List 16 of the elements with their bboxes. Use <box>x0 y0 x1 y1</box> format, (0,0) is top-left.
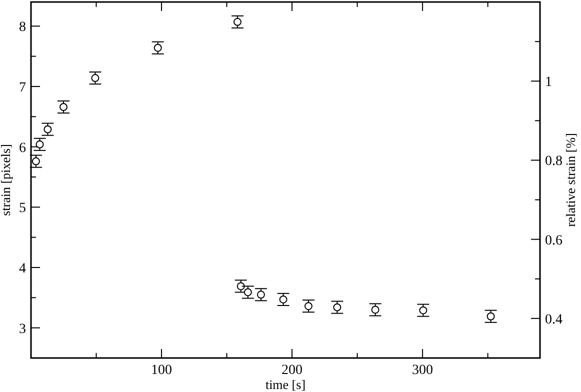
x-tick-label: 300 <box>412 363 434 378</box>
y2-tick-label: 1 <box>545 75 552 90</box>
y-tick-label: 4 <box>19 261 26 276</box>
y-tick-label: 6 <box>19 140 26 156</box>
y-axis-title: strain [pixels] <box>0 144 13 216</box>
y2-tick-label: 0.6 <box>545 233 562 248</box>
y2-tick-label: 0.8 <box>545 154 562 170</box>
y-tick-label: 8 <box>19 20 26 36</box>
y-tick-label: 3 <box>19 322 26 337</box>
x-tick-label: 100 <box>151 363 172 378</box>
y-tick-label: 5 <box>19 201 26 216</box>
y-tick-label: 7 <box>19 80 26 96</box>
y2-axis-title: relative strain [%] <box>563 133 578 227</box>
x-tick-label: 200 <box>282 363 303 378</box>
y2-tick-label: 0.4 <box>545 312 562 328</box>
x-axis-title: time [s] <box>265 377 306 392</box>
